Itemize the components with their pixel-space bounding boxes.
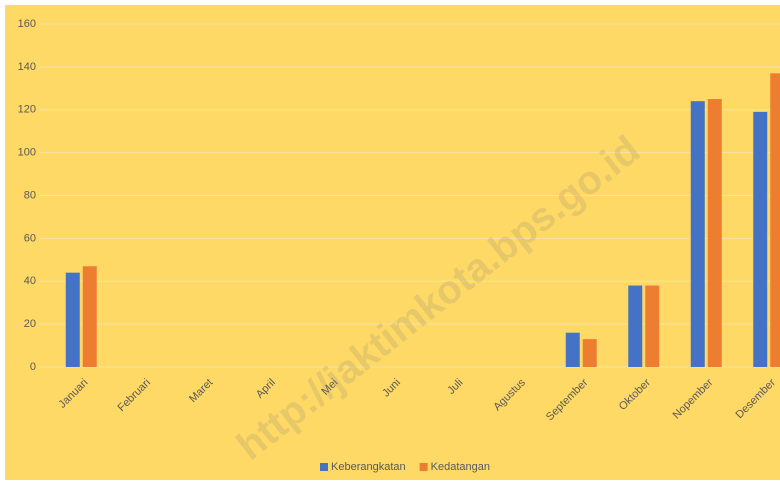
legend-swatch bbox=[320, 463, 328, 471]
bar bbox=[753, 111, 768, 367]
bar bbox=[565, 332, 580, 367]
bar bbox=[582, 339, 597, 367]
y-tick-label: 120 bbox=[18, 104, 36, 116]
legend-swatch bbox=[419, 463, 428, 471]
legend-label: Keberangkatan bbox=[331, 461, 406, 473]
bar bbox=[770, 73, 780, 368]
chart-background bbox=[5, 5, 780, 480]
bar bbox=[65, 272, 80, 367]
bar bbox=[690, 101, 705, 368]
bar bbox=[707, 99, 722, 367]
y-tick-label: 60 bbox=[24, 232, 36, 244]
y-tick-label: 100 bbox=[18, 147, 36, 159]
bar bbox=[645, 285, 660, 367]
bar bbox=[82, 266, 97, 367]
y-tick-label: 140 bbox=[18, 61, 36, 73]
y-tick-label: 40 bbox=[24, 275, 36, 287]
y-tick-label: 80 bbox=[24, 189, 36, 201]
y-tick-label: 160 bbox=[18, 18, 36, 30]
y-tick-label: 0 bbox=[30, 361, 36, 373]
legend-label: Kedatangan bbox=[431, 461, 490, 473]
bar bbox=[628, 285, 643, 367]
y-tick-label: 20 bbox=[24, 318, 36, 330]
